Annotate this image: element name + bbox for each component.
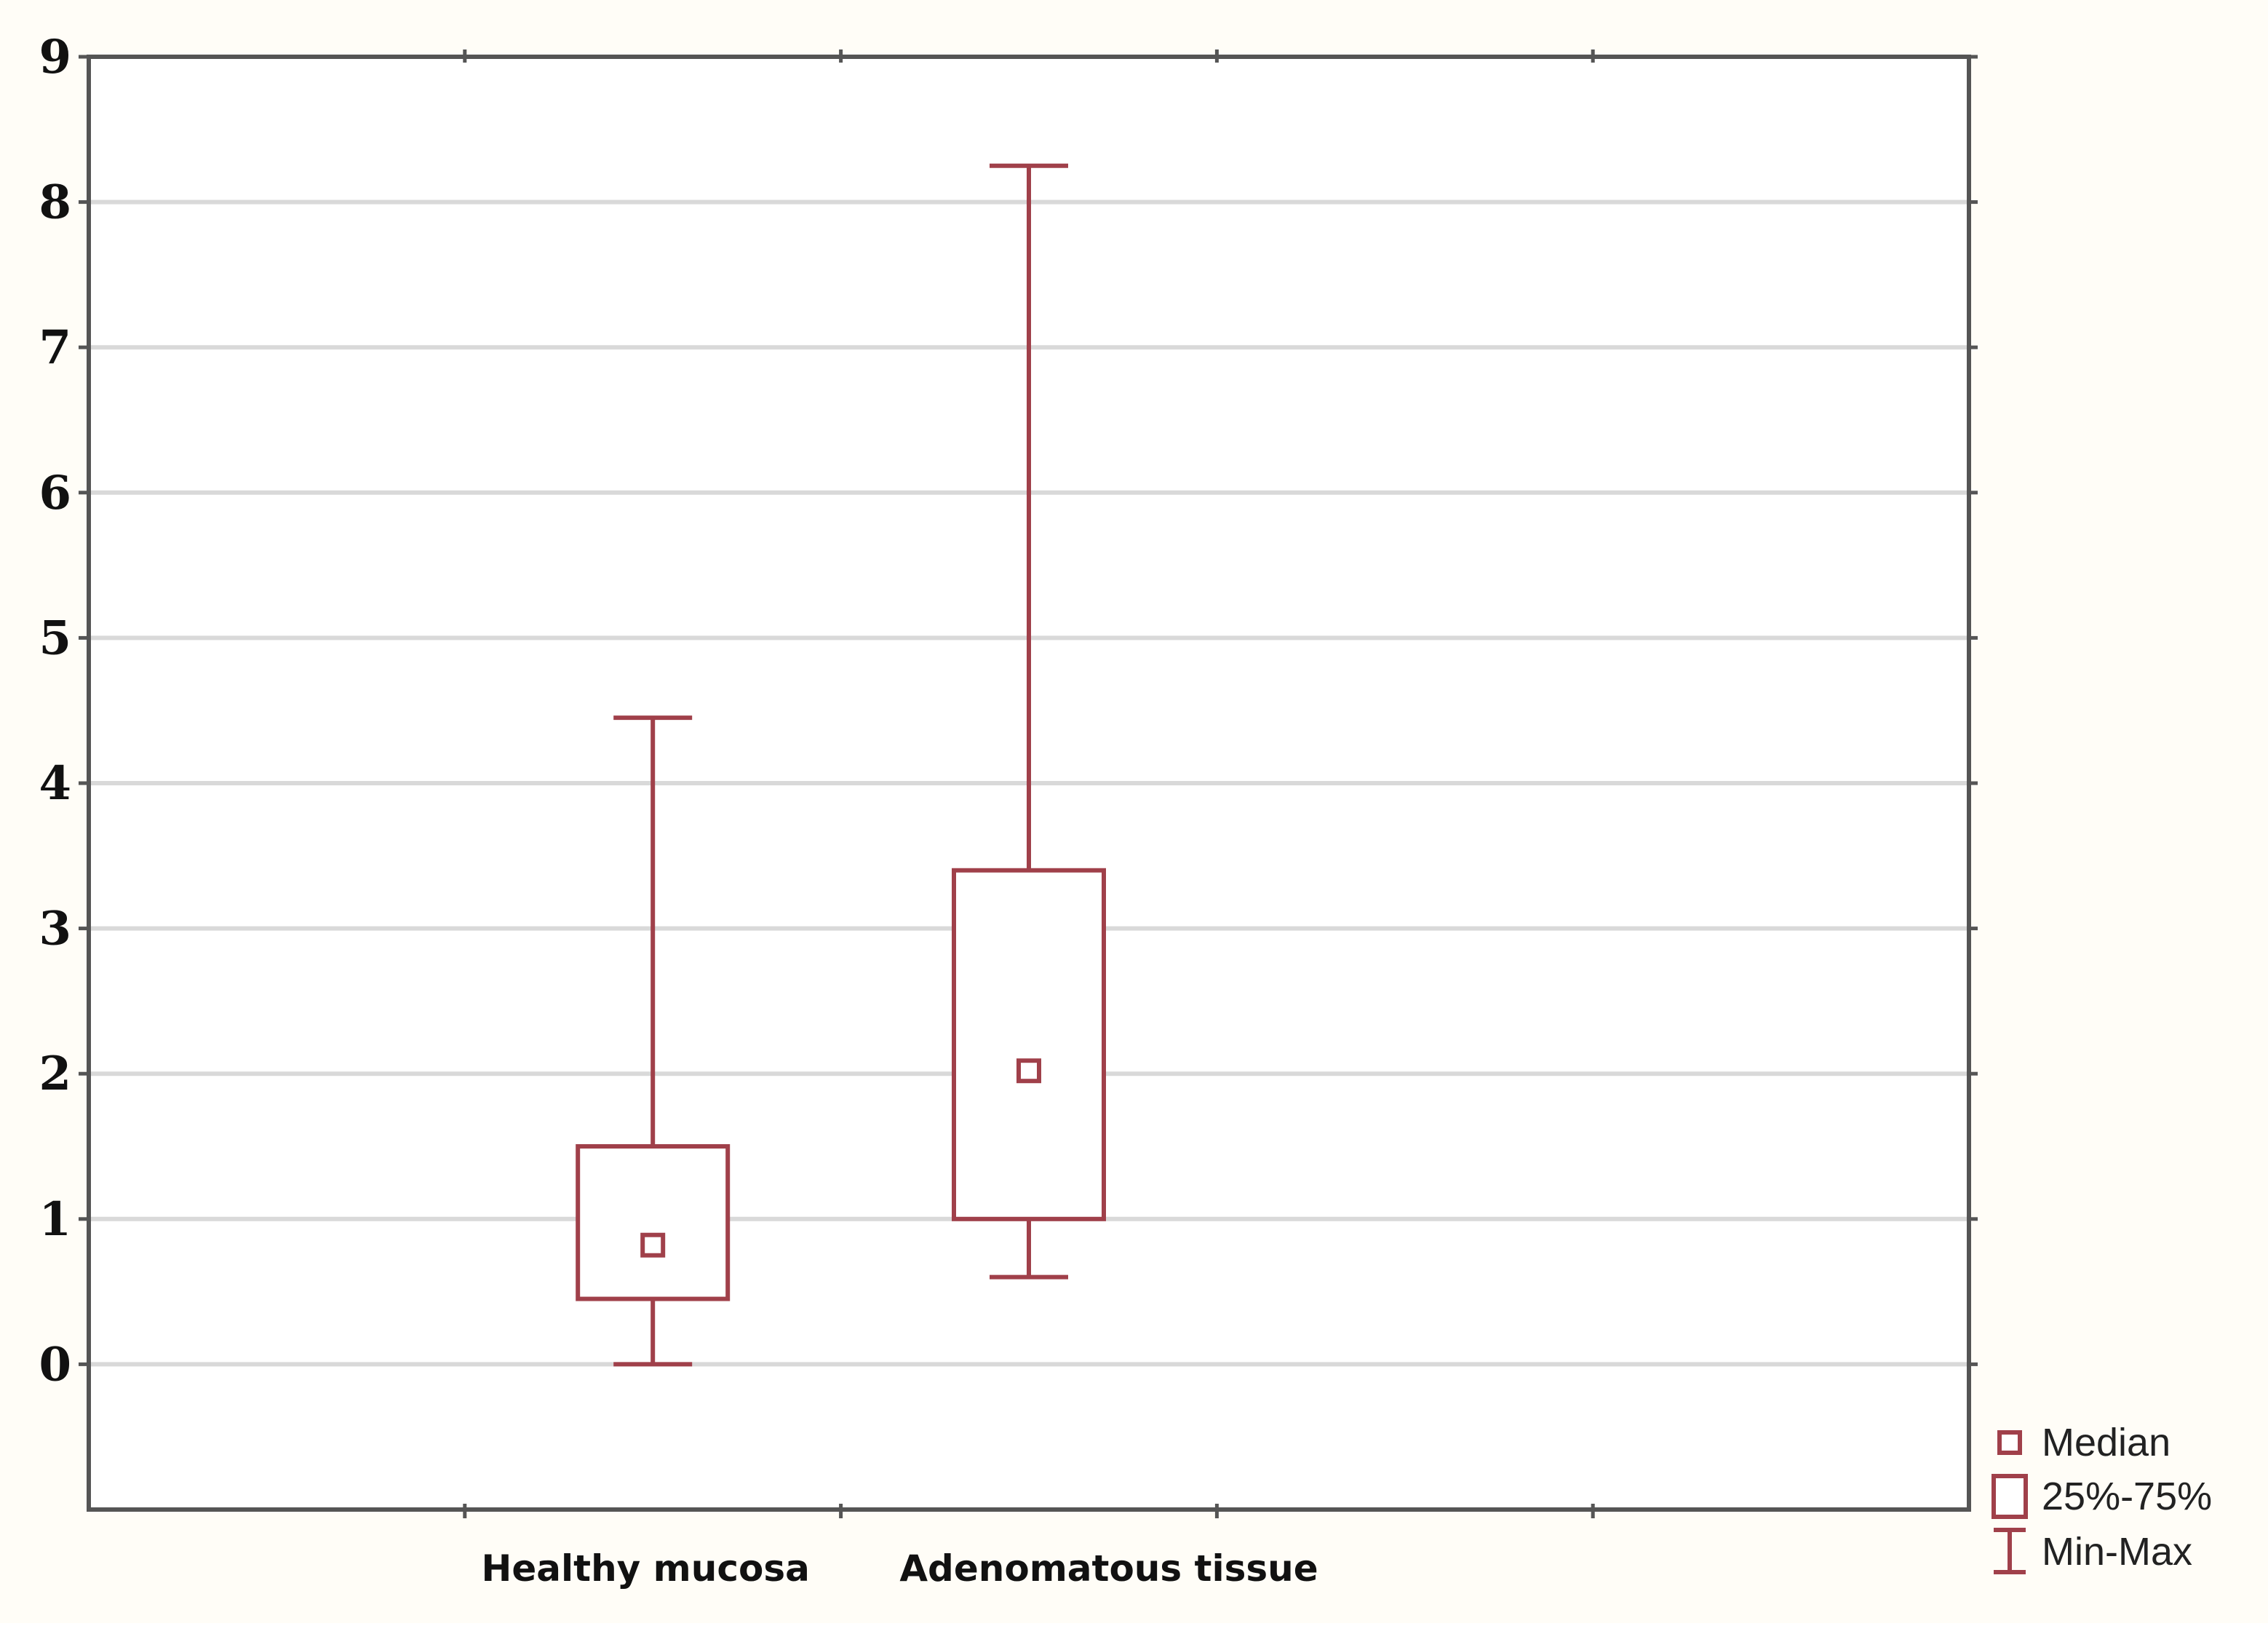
y-tick-label-8: 8 (39, 175, 71, 230)
y-tick-label-0: 0 (39, 1337, 71, 1392)
y-tick-label-2: 2 (39, 1047, 71, 1101)
legend-box-swatch (1992, 1474, 2028, 1519)
iqr-box (952, 868, 1106, 1221)
legend-entry-1: 25%-75% (1992, 1474, 2212, 1519)
legend-entry-0: Median (1997, 1421, 2170, 1464)
legend-median-swatch (1997, 1430, 2022, 1455)
x-tick-label-0: Healthy mucosa (482, 1547, 810, 1590)
y-tick-label-3: 3 (39, 902, 71, 956)
box-group-0 (576, 715, 731, 1367)
legend: Median 25%-75% Min-Max (1992, 1421, 2212, 1574)
y-tick-label-6: 6 (39, 466, 71, 520)
legend-label-1: 25%-75% (2042, 1475, 2212, 1518)
box-group-1 (952, 163, 1106, 1280)
y-tick-label-9: 9 (39, 30, 71, 84)
box-series (576, 163, 1106, 1367)
legend-label-2: Min-Max (2042, 1530, 2192, 1574)
y-tick-label-7: 7 (39, 320, 71, 375)
y-axis-ticks: 0 1 2 3 4 5 6 7 8 9 (39, 30, 1978, 1392)
median-marker (1016, 1058, 1041, 1084)
iqr-box (576, 1144, 731, 1301)
median-marker (640, 1232, 666, 1258)
x-axis-ticks: Healthy mucosa Adenomatous tissue (463, 49, 1595, 1590)
legend-label-0: Median (2042, 1421, 2170, 1464)
y-tick-label-4: 4 (39, 756, 71, 811)
legend-entry-2: Min-Max (1994, 1528, 2192, 1574)
y-tick-label-1: 1 (39, 1192, 71, 1247)
y-tick-label-5: 5 (39, 611, 71, 665)
x-tick-label-1: Adenomatous tissue (899, 1547, 1318, 1590)
